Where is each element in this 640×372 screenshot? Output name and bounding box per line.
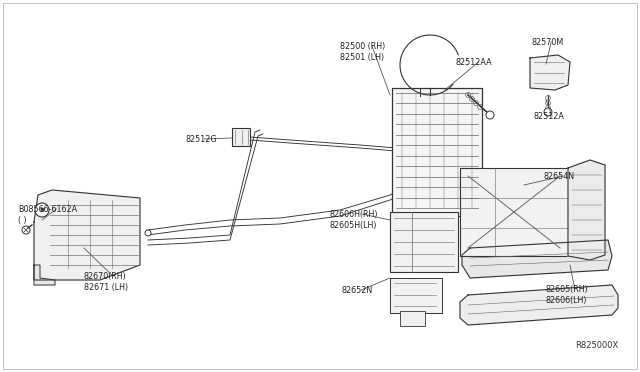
Bar — [390, 212, 458, 272]
Text: 82512A: 82512A — [533, 112, 564, 121]
Text: 82512AA: 82512AA — [456, 58, 493, 67]
Bar — [232, 128, 250, 146]
Text: 82605(RH)
82606(LH): 82605(RH) 82606(LH) — [546, 285, 589, 305]
Circle shape — [544, 108, 552, 116]
Text: R825000X: R825000X — [575, 341, 618, 350]
Polygon shape — [34, 190, 140, 280]
Text: 82500 (RH)
82501 (LH): 82500 (RH) 82501 (LH) — [340, 42, 385, 62]
Text: 82652N: 82652N — [342, 286, 373, 295]
Polygon shape — [568, 160, 605, 260]
Text: 82670(RH)
82671 (LH): 82670(RH) 82671 (LH) — [84, 272, 128, 292]
Polygon shape — [462, 240, 612, 278]
Bar — [400, 311, 425, 326]
Text: 82512G: 82512G — [185, 135, 216, 144]
Text: B08566-6162A
( ): B08566-6162A ( ) — [18, 205, 77, 225]
Polygon shape — [34, 265, 55, 285]
Text: 82606H(RH)
82605H(LH): 82606H(RH) 82605H(LH) — [330, 210, 378, 230]
Circle shape — [145, 230, 151, 236]
Circle shape — [35, 203, 49, 217]
Bar — [392, 88, 482, 216]
Text: 82570M: 82570M — [532, 38, 564, 47]
Polygon shape — [460, 285, 618, 325]
Bar — [390, 278, 442, 313]
Bar — [460, 168, 568, 256]
Polygon shape — [530, 55, 570, 90]
Text: 82654N: 82654N — [544, 172, 575, 181]
Circle shape — [486, 111, 494, 119]
Text: B: B — [40, 208, 44, 212]
